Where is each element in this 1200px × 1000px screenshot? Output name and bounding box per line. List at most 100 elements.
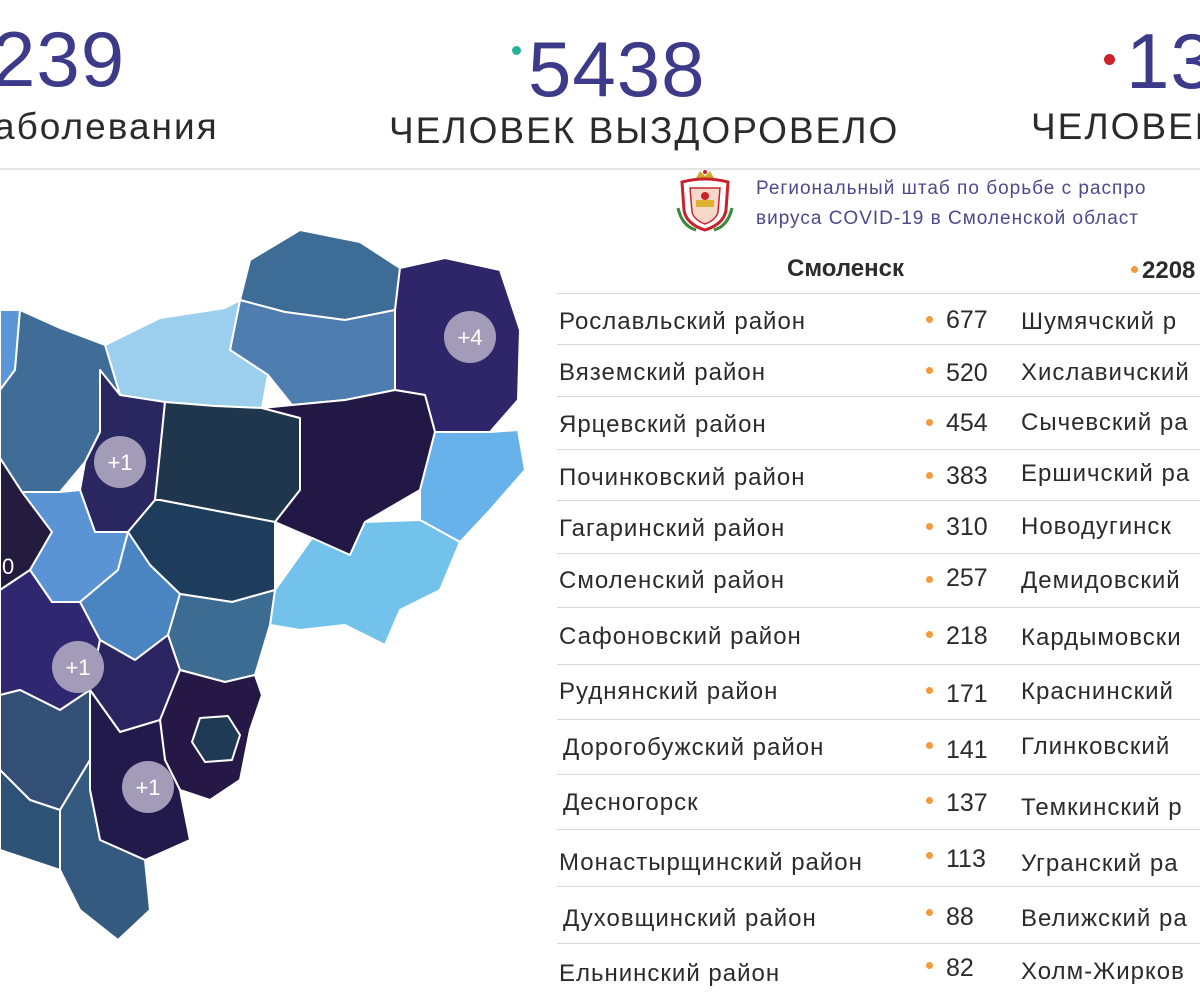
map-district — [261, 389, 436, 556]
map-district — [419, 429, 526, 543]
table-row: Ельнинский район 82 Холм-Жирков — [0, 946, 1200, 1000]
map-district — [191, 715, 241, 763]
value-dot-icon — [926, 523, 933, 530]
value-dot-icon — [926, 316, 933, 323]
district-name: Смоленский район — [559, 567, 785, 594]
map-district — [0, 309, 121, 493]
district-value: 171 — [946, 680, 988, 708]
value-dot-icon — [926, 687, 933, 694]
row-divider — [557, 553, 1200, 554]
table-row: Дорогобужский район 141 Глинковский — [0, 722, 1200, 776]
row-divider — [557, 886, 1200, 887]
district-value: 218 — [946, 622, 988, 650]
district-value: 454 — [946, 409, 988, 437]
row-divider — [557, 719, 1200, 720]
row-divider — [557, 344, 1200, 345]
district-name-right: Краснинский — [1021, 678, 1174, 705]
district-name: Руднянский район — [559, 678, 779, 705]
table-row: Духовщинский район 88 Велижский ра — [0, 889, 1200, 943]
table-row: Монастырщинский район 113 Угранский ра — [0, 832, 1200, 886]
district-name-right: Велижский ра — [1021, 905, 1188, 932]
map-badge-label: +1 — [65, 655, 90, 680]
district-name-right: Сычевский ра — [1021, 409, 1189, 436]
district-name-right: Демидовский — [1021, 567, 1181, 594]
district-name-right: Угранский ра — [1021, 850, 1179, 877]
region-map: +4 +1 +1 +1 0 — [0, 229, 526, 941]
stat-recovered-label: ЧЕЛОВЕК ВЫЗДОРОВЕЛО — [389, 110, 900, 151]
value-dot-icon — [926, 852, 933, 859]
district-name: Десногорск — [563, 789, 699, 816]
district-value: 383 — [946, 462, 988, 490]
district-name: Рославльский район — [559, 308, 807, 335]
value-dot-icon — [926, 909, 933, 916]
row-divider — [557, 664, 1200, 665]
table-divider — [557, 293, 1200, 294]
district-value: 310 — [946, 513, 988, 541]
district-value: 137 — [946, 789, 988, 817]
headquarters-title-line1: Региональный штаб по борьбе с распро — [756, 178, 1147, 199]
city-dot-icon — [1131, 266, 1138, 273]
stat-recovered-number: 5438 — [528, 25, 706, 113]
deaths-dot-icon — [1104, 54, 1115, 65]
smolensk-emblem-icon — [676, 168, 734, 236]
value-dot-icon — [926, 472, 933, 479]
value-dot-icon — [926, 962, 933, 969]
recovered-dot-icon — [512, 46, 521, 55]
district-name-right: Новодугинск — [1021, 513, 1172, 540]
row-divider — [557, 500, 1200, 501]
map-district — [59, 759, 151, 941]
headquarters-title-line2: вируса COVID-19 в Смоленской област — [756, 208, 1139, 229]
table-row: Ярцевский район 454 Сычевский ра — [0, 399, 1200, 453]
district-name: Вяземский район — [559, 359, 766, 386]
value-dot-icon — [926, 367, 933, 374]
header-divider — [0, 168, 1200, 170]
district-name: Дорогобужский район — [563, 734, 825, 761]
stat-cases-number: 239 — [0, 15, 126, 103]
table-row: Вяземский район 520 Хиславичский — [0, 347, 1200, 401]
district-name: Гагаринский район — [559, 515, 786, 542]
stat-cases-label: аболевания — [0, 106, 219, 147]
row-divider — [557, 943, 1200, 944]
row-divider — [557, 449, 1200, 450]
table-row: Гагаринский район 310 Новодугинск — [0, 503, 1200, 557]
map-district — [269, 519, 461, 646]
table-row: Починковский район 383 Ершичский ра — [0, 452, 1200, 506]
table-row: Десногорск 137 Темкинский р — [0, 777, 1200, 831]
district-name-right: Хиславичский — [1021, 359, 1190, 386]
city-value: 2208 — [1142, 257, 1196, 284]
district-name: Ярцевский район — [559, 411, 767, 438]
stat-deaths-label: ЧЕЛОВЕК — [1031, 106, 1200, 147]
district-name-right: Темкинский р — [1021, 794, 1183, 821]
value-dot-icon — [926, 419, 933, 426]
table-row: Руднянский район 171 Краснинский — [0, 667, 1200, 721]
district-value: 677 — [946, 306, 988, 334]
district-name-right: Холм-Жирков — [1021, 958, 1185, 985]
value-dot-icon — [926, 742, 933, 749]
district-name-right: Шумячский р — [1021, 308, 1178, 335]
map-badge-label: +4 — [457, 325, 482, 350]
district-name: Монастырщинский район — [559, 849, 863, 876]
district-value: 257 — [946, 564, 988, 592]
row-divider — [557, 829, 1200, 830]
table-row: Рославльский район 677 Шумячский р — [0, 296, 1200, 350]
district-name-right: Кардымовски — [1021, 624, 1182, 651]
value-dot-icon — [926, 631, 933, 638]
table-row: Сафоновский район 218 Кардымовски — [0, 610, 1200, 664]
map-badge-label: +1 — [135, 775, 160, 800]
city-label: Смоленск — [787, 255, 904, 282]
value-dot-icon — [926, 797, 933, 804]
row-divider — [557, 396, 1200, 397]
district-name: Сафоновский район — [559, 623, 802, 650]
stat-deaths-number: 13 — [1126, 17, 1200, 105]
row-divider — [557, 774, 1200, 775]
row-divider — [557, 607, 1200, 608]
district-name-right: Ершичский ра — [1021, 460, 1191, 487]
district-value: 520 — [946, 359, 988, 387]
map-district — [167, 589, 276, 683]
district-name: Починковский район — [559, 464, 806, 491]
map-district — [0, 769, 61, 871]
district-name: Ельнинский район — [559, 960, 781, 987]
table-row: Смоленский район 257 Демидовский — [0, 556, 1200, 610]
map-badges: +4 +1 +1 +1 0 — [2, 311, 496, 813]
map-badge-label: +1 — [107, 450, 132, 475]
